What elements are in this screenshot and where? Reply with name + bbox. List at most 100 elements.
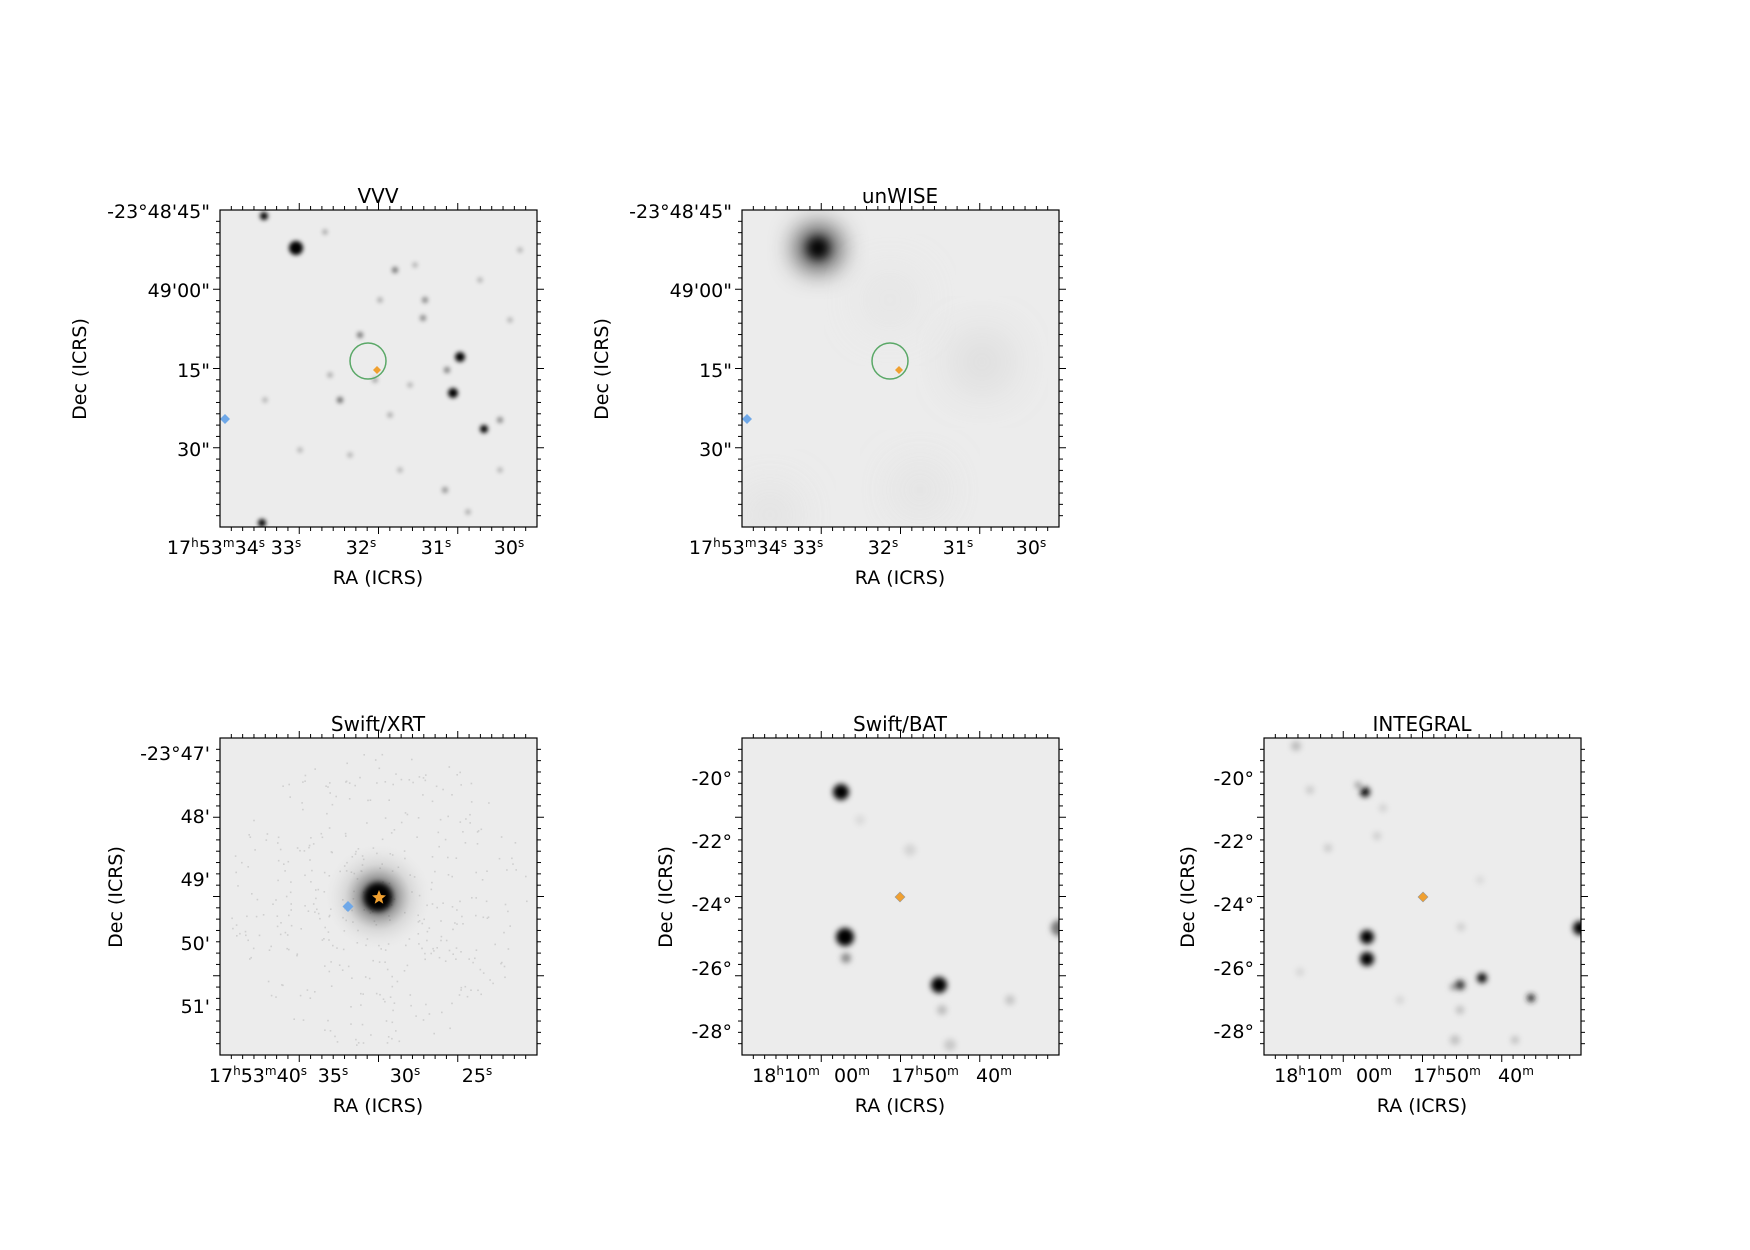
noise-speck bbox=[433, 1032, 435, 1035]
noise-speck bbox=[288, 948, 290, 951]
swift-xrt-ylabel: Dec (ICRS) bbox=[105, 846, 127, 948]
noise-speck bbox=[393, 829, 396, 831]
noise-speck bbox=[376, 782, 378, 784]
noise-speck bbox=[391, 975, 393, 978]
noise-speck bbox=[482, 972, 485, 974]
noise-speck bbox=[378, 961, 381, 963]
noise-speck bbox=[464, 985, 467, 988]
noise-speck bbox=[468, 958, 470, 960]
noise-speck bbox=[277, 879, 279, 882]
noise-speck bbox=[374, 759, 377, 761]
noise-speck bbox=[449, 1027, 451, 1030]
unwise-image bbox=[742, 210, 1059, 527]
noise-speck bbox=[456, 923, 458, 925]
noise-speck bbox=[471, 897, 473, 899]
noise-speck bbox=[456, 909, 458, 911]
ytick-label: 49'00" bbox=[670, 280, 732, 302]
noise-speck bbox=[406, 813, 409, 816]
noise-speck bbox=[277, 859, 280, 862]
noise-speck bbox=[387, 1036, 390, 1038]
noise-speck bbox=[285, 895, 288, 898]
integral-yticklabels: -20° -22° -24° -26° -28° bbox=[1213, 768, 1254, 1043]
noise-speck bbox=[304, 774, 307, 777]
noise-speck bbox=[301, 802, 303, 804]
noise-speck bbox=[442, 788, 444, 791]
noise-speck bbox=[362, 1042, 365, 1044]
noise-speck bbox=[272, 903, 274, 905]
ytick-label: 15" bbox=[699, 360, 732, 382]
noise-speck bbox=[482, 916, 485, 919]
noise-speck bbox=[459, 821, 462, 823]
noise-speck bbox=[334, 1035, 336, 1038]
noise-speck bbox=[296, 847, 299, 849]
noise-speck bbox=[422, 1019, 425, 1021]
noise-speck bbox=[325, 785, 327, 787]
ytick-label: -26° bbox=[691, 958, 732, 980]
noise-speck bbox=[498, 857, 501, 860]
noise-speck bbox=[438, 845, 440, 848]
noise-speck bbox=[474, 957, 476, 960]
noise-speck bbox=[290, 924, 293, 927]
noise-speck bbox=[321, 836, 324, 839]
noise-speck bbox=[421, 947, 423, 950]
noise-speck bbox=[388, 799, 390, 801]
noise-speck bbox=[440, 939, 442, 942]
vvv-yticklabels: -23°48'45" 49'00" 15" 30" bbox=[107, 201, 210, 461]
noise-speck bbox=[288, 914, 290, 917]
ytick-label: -20° bbox=[1213, 768, 1254, 790]
noise-speck bbox=[347, 965, 350, 968]
noise-speck bbox=[391, 985, 394, 988]
noise-speck bbox=[461, 915, 463, 918]
noise-speck bbox=[299, 994, 302, 997]
noise-speck bbox=[345, 781, 347, 783]
noise-speck bbox=[382, 998, 385, 1000]
noise-speck bbox=[366, 822, 368, 824]
ytick-label: -20° bbox=[691, 768, 732, 790]
orange-diamond-marker bbox=[895, 366, 903, 374]
noise-speck bbox=[326, 812, 328, 815]
noise-speck bbox=[335, 795, 337, 798]
noise-speck bbox=[500, 836, 503, 838]
panel-integral: INTEGRAL RA (ICRS) Dec (ICRS) 18h10m 00m… bbox=[1177, 712, 1588, 1117]
noise-speck bbox=[441, 1011, 443, 1014]
noise-speck bbox=[296, 954, 298, 957]
noise-speck bbox=[307, 910, 310, 912]
noise-speck bbox=[379, 993, 381, 996]
noise-speck bbox=[331, 803, 334, 806]
swift-xrt-xlabel: RA (ICRS) bbox=[333, 1095, 423, 1117]
noise-speck bbox=[258, 934, 261, 937]
noise-speck bbox=[455, 947, 458, 949]
noise-speck bbox=[329, 782, 331, 784]
noise-speck bbox=[268, 949, 271, 951]
noise-speck bbox=[509, 925, 511, 927]
noise-speck bbox=[425, 774, 427, 776]
ytick-label: -23°47' bbox=[140, 743, 210, 765]
noise-speck bbox=[302, 1019, 305, 1021]
frame-ticks bbox=[213, 731, 544, 1062]
swift-bat-image bbox=[742, 738, 1059, 1055]
noise-speck bbox=[424, 958, 426, 961]
noise-speck bbox=[395, 773, 397, 775]
ytick-label: -28° bbox=[691, 1021, 732, 1043]
noise-speck bbox=[282, 984, 284, 987]
ytick-label: -22° bbox=[1213, 831, 1254, 853]
noise-speck bbox=[384, 961, 386, 963]
noise-speck bbox=[329, 792, 331, 794]
noise-speck bbox=[276, 915, 279, 917]
noise-speck bbox=[439, 818, 442, 821]
swift-bat-ylabel: Dec (ICRS) bbox=[655, 846, 677, 948]
noise-speck bbox=[501, 961, 503, 964]
noise-speck bbox=[317, 888, 320, 891]
noise-speck bbox=[330, 961, 332, 963]
noise-speck bbox=[430, 952, 432, 955]
ytick-label: -22° bbox=[691, 831, 732, 853]
noise-speck bbox=[262, 914, 265, 916]
noise-speck bbox=[252, 947, 255, 950]
noise-speck bbox=[286, 934, 289, 936]
unwise-xticklabels: 17h53m34s 33s 32s 31s 30s bbox=[689, 536, 1046, 559]
noise-speck bbox=[472, 961, 474, 964]
xtick-label: 32s bbox=[868, 536, 898, 559]
noise-speck bbox=[451, 1002, 453, 1005]
noise-speck bbox=[476, 843, 479, 845]
noise-speck bbox=[276, 925, 279, 928]
